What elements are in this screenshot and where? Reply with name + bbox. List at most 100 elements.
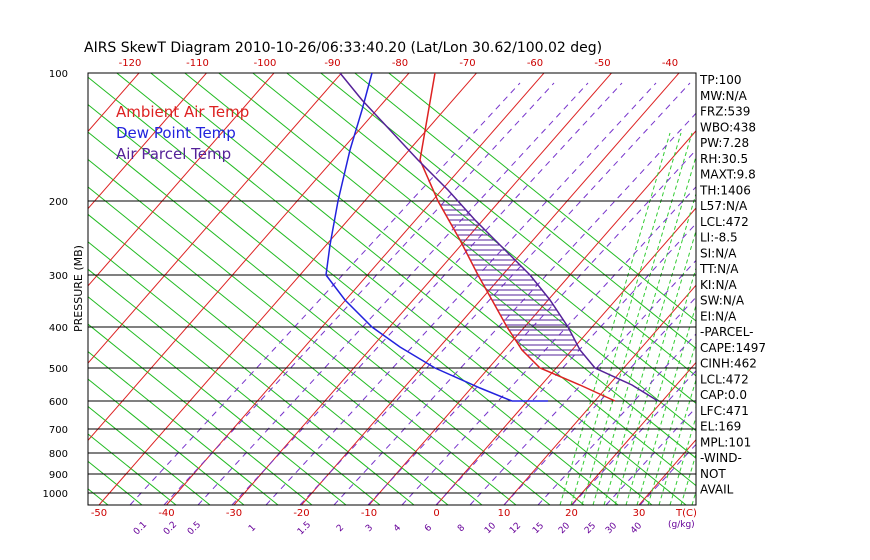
index-0: TP:100 [699, 73, 742, 87]
profile-lines [325, 73, 659, 402]
mixing-ratio-tick-15: 30 [604, 521, 619, 536]
dry-adiabat-52 [251, 73, 696, 432]
mixing-ratio-line-5 [299, 82, 691, 505]
dry-adiabat-41 [88, 241, 415, 505]
moist-adiabat-1 [570, 132, 682, 505]
dry-adiabat-43 [88, 186, 483, 505]
mixing-ratio-tick-4: 1.5 [296, 520, 313, 537]
mixing-ratio-line-6 [333, 112, 696, 505]
top-temp-tick-2: -100 [254, 58, 277, 69]
index-5: RH:30.5 [700, 152, 748, 166]
isotherm-19 [301, 73, 680, 505]
dry-adiabat-49 [149, 73, 687, 505]
mixing-ratio-tick-11: 12 [508, 521, 523, 536]
dry-adiabat-35 [88, 405, 211, 505]
mixing-ratio-tick-13: 20 [557, 521, 572, 536]
isotherm-13 [88, 73, 275, 287]
dry-adiabat-56 [387, 73, 696, 322]
mixing-ratio-line-7 [367, 149, 696, 505]
index-14: SW:N/A [700, 294, 745, 308]
y-axis-label: PRESSURE (MB) [72, 245, 85, 332]
index-20: CAP:0.0 [700, 388, 747, 402]
index-25: NOT [700, 467, 726, 481]
air-parcel-temp-line [339, 73, 659, 402]
mixing-ratio-line-1 [163, 82, 555, 505]
dry-adiabat-54 [319, 73, 696, 377]
index-22: EL:169 [700, 420, 741, 434]
dry-adiabat-30 [0, 53, 40, 505]
pressure-tick-300: 300 [49, 271, 68, 282]
bottom-temp-tick-6: 10 [498, 508, 511, 519]
index-9: LCL:472 [700, 215, 749, 229]
moist-adiabat-3 [592, 154, 696, 505]
isotherm-14 [88, 73, 343, 364]
pressure-tick-1000: 1000 [43, 489, 68, 500]
top-temp-tick-1: -110 [186, 58, 209, 69]
dry-adiabat-40 [88, 268, 381, 505]
index-15: EI:N/A [700, 309, 737, 323]
pressure-tick-400: 400 [49, 323, 68, 334]
isotherm-15 [88, 73, 410, 442]
bottom-temp-tick-5: 0 [433, 508, 439, 519]
legend-ambient-air-temp: Ambient Air Temp [116, 103, 249, 121]
top-temp-tick-0: -120 [119, 58, 142, 69]
bottom-temp-tick-4: -10 [361, 508, 377, 519]
mixing-ratio-tick-6: 3 [364, 523, 375, 534]
mixing-ratio-line-15 [639, 443, 696, 505]
mixing-ratio-tick-16: 40 [629, 521, 644, 536]
top-temp-tick-8: -40 [662, 58, 678, 69]
bottom-temp-tick-2: -30 [226, 508, 242, 519]
mixing-ratio-line-3 [231, 82, 623, 505]
legend-air-parcel-temp: Air Parcel Temp [116, 145, 231, 163]
bottom-temp-tick-3: -20 [293, 508, 309, 519]
dry-adiabat-37 [88, 351, 279, 505]
index-6: MAXT:9.8 [700, 168, 756, 182]
pressure-tick-100: 100 [49, 69, 68, 80]
dry-adiabat-44 [88, 158, 517, 505]
bottom-temp-tick-0: -50 [91, 508, 107, 519]
mixing-ratio-tick-12: 15 [531, 521, 546, 536]
index-24: -WIND- [700, 451, 742, 465]
mixing-ratio-unit: (g/kg) [668, 520, 695, 530]
index-16: -PARCEL- [700, 325, 754, 339]
index-1: MW:N/A [700, 89, 748, 103]
mixing-ratio-tick-10: 10 [483, 521, 498, 536]
index-23: MPL:101 [700, 435, 751, 449]
mixing-ratio-line-4 [265, 82, 657, 505]
index-2: FRZ:539 [700, 105, 750, 119]
dry-adiabat-46 [88, 104, 585, 505]
mixing-ratio-tick-7: 4 [392, 523, 403, 534]
isotherm-12 [88, 73, 208, 210]
isotherm-26 [774, 53, 870, 505]
mixing-ratio-line-8 [401, 186, 696, 505]
cape-hatch [440, 204, 585, 356]
moist-adiabat-10 [669, 415, 696, 505]
dry-adiabat-29 [0, 53, 6, 505]
pressure-tick-500: 500 [49, 364, 68, 375]
dry-adiabat-45 [88, 131, 551, 505]
pressure-tick-800: 800 [49, 449, 68, 460]
mixing-ratio-line-10 [469, 259, 696, 505]
isotherm-20 [368, 130, 696, 505]
pressure-tick-900: 900 [49, 470, 68, 481]
bottom-temp-unit: T(C) [675, 508, 697, 519]
pressure-tick-700: 700 [49, 425, 68, 436]
index-3: WBO:438 [700, 120, 756, 134]
index-4: PW:7.28 [700, 136, 749, 150]
mixing-ratio-tick-3: 1 [247, 523, 258, 534]
index-8: L57:N/A [700, 199, 748, 213]
ambient-air-temp-line [419, 73, 616, 402]
isotherm-16 [98, 73, 478, 505]
dry-adiabat-51 [217, 73, 696, 459]
mixing-ratio-tick-0: 0.1 [132, 520, 149, 537]
moist-adiabat-0 [559, 132, 671, 505]
pressure-tick-200: 200 [49, 197, 68, 208]
dew-point-temp-line [325, 73, 548, 402]
isotherm-11 [88, 73, 140, 133]
bottom-temp-tick-7: 20 [565, 508, 578, 519]
bottom-temp-tick-1: -40 [158, 508, 174, 519]
index-13: KI:N/A [700, 278, 737, 292]
top-temp-tick-6: -60 [527, 58, 543, 69]
